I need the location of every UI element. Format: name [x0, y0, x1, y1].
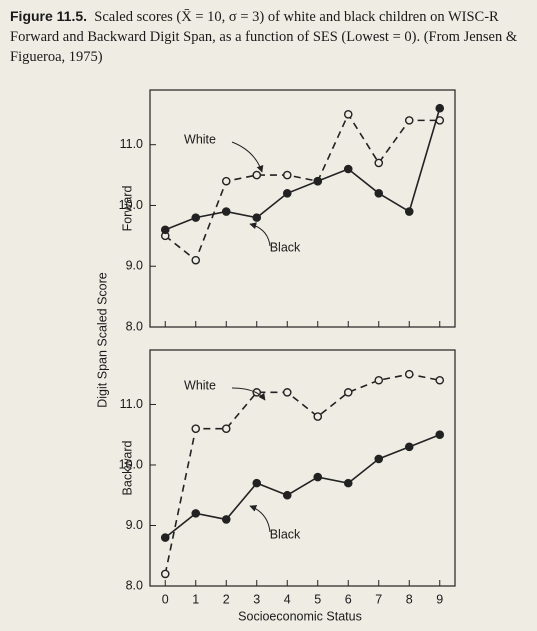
data-point [252, 478, 262, 488]
x-tick-label: 7 [375, 592, 382, 606]
label-arrow [249, 505, 271, 533]
data-point [374, 158, 384, 168]
data-point [160, 225, 170, 235]
data-point [404, 369, 414, 379]
x-tick-label: 1 [192, 592, 199, 606]
y-tick-label: 11.0 [120, 397, 143, 411]
data-point [252, 213, 262, 222]
data-point [221, 176, 231, 186]
data-point [160, 533, 170, 542]
series-line [164, 433, 441, 539]
caption-text: Scaled scores (X̄ = 10, σ = 3) of white … [10, 9, 518, 65]
data-point [435, 103, 445, 113]
data-point [343, 164, 353, 174]
data-point [252, 170, 262, 180]
data-point [191, 255, 201, 265]
data-point [343, 110, 353, 119]
caption: Figure 11.5. Scaled scores (X̄ = 10, σ =… [10, 6, 528, 67]
x-tick-label: 3 [253, 592, 260, 606]
data-point [313, 472, 323, 482]
data-point [404, 207, 414, 216]
data-point [282, 490, 292, 500]
y-tick-label: 11.0 [120, 137, 143, 151]
data-point [374, 454, 384, 464]
data-point [404, 442, 414, 452]
data-point [404, 116, 414, 125]
data-point [313, 412, 323, 421]
data-point [191, 509, 201, 518]
x-axis-label: Socioeconomic Status [238, 609, 362, 623]
data-point [282, 170, 292, 180]
data-point [343, 478, 353, 488]
series-label: White [184, 132, 216, 146]
data-point [282, 189, 292, 198]
y-tick-label: 10.0 [119, 457, 143, 471]
plot-frame [149, 89, 456, 328]
series-label: Black [270, 240, 301, 254]
series-label: Black [270, 527, 301, 541]
x-tick-label: 5 [314, 592, 321, 606]
y-tick-label: 8.0 [126, 319, 143, 333]
label-arrow [231, 387, 266, 401]
data-point [160, 569, 170, 579]
panel-label: Forward [120, 186, 134, 232]
x-tick-label: 6 [345, 592, 352, 606]
y-tick-label: 10.0 [119, 198, 143, 212]
y-axis-label: Digit Span Scaled Score [95, 272, 109, 408]
data-point [435, 375, 445, 385]
x-tick-label: 9 [436, 592, 443, 606]
data-point [313, 176, 323, 186]
data-point [282, 388, 292, 397]
x-tick-label: 8 [406, 592, 413, 606]
data-point [221, 424, 231, 433]
data-point [435, 430, 445, 440]
x-tick-label: 0 [162, 592, 169, 606]
series-line [164, 373, 440, 575]
x-tick-label: 2 [223, 592, 230, 606]
series-line [164, 108, 441, 231]
y-tick-label: 9.0 [126, 259, 143, 273]
x-tick-label: 4 [284, 592, 291, 606]
series-line [164, 112, 440, 262]
data-point [221, 207, 231, 216]
data-point [191, 213, 201, 222]
panel-label: Backward [120, 441, 134, 496]
data-point [191, 424, 201, 433]
label-arrow [249, 222, 271, 247]
figure-label: Figure 11.5. [10, 8, 88, 24]
data-point [343, 388, 353, 397]
data-point [221, 515, 231, 524]
plot-frame [149, 349, 456, 587]
label-arrow [231, 141, 264, 173]
data-point [374, 375, 384, 385]
data-point [374, 189, 384, 198]
y-tick-label: 9.0 [126, 518, 143, 532]
y-tick-label: 8.0 [126, 578, 143, 592]
series-label: White [184, 378, 216, 392]
